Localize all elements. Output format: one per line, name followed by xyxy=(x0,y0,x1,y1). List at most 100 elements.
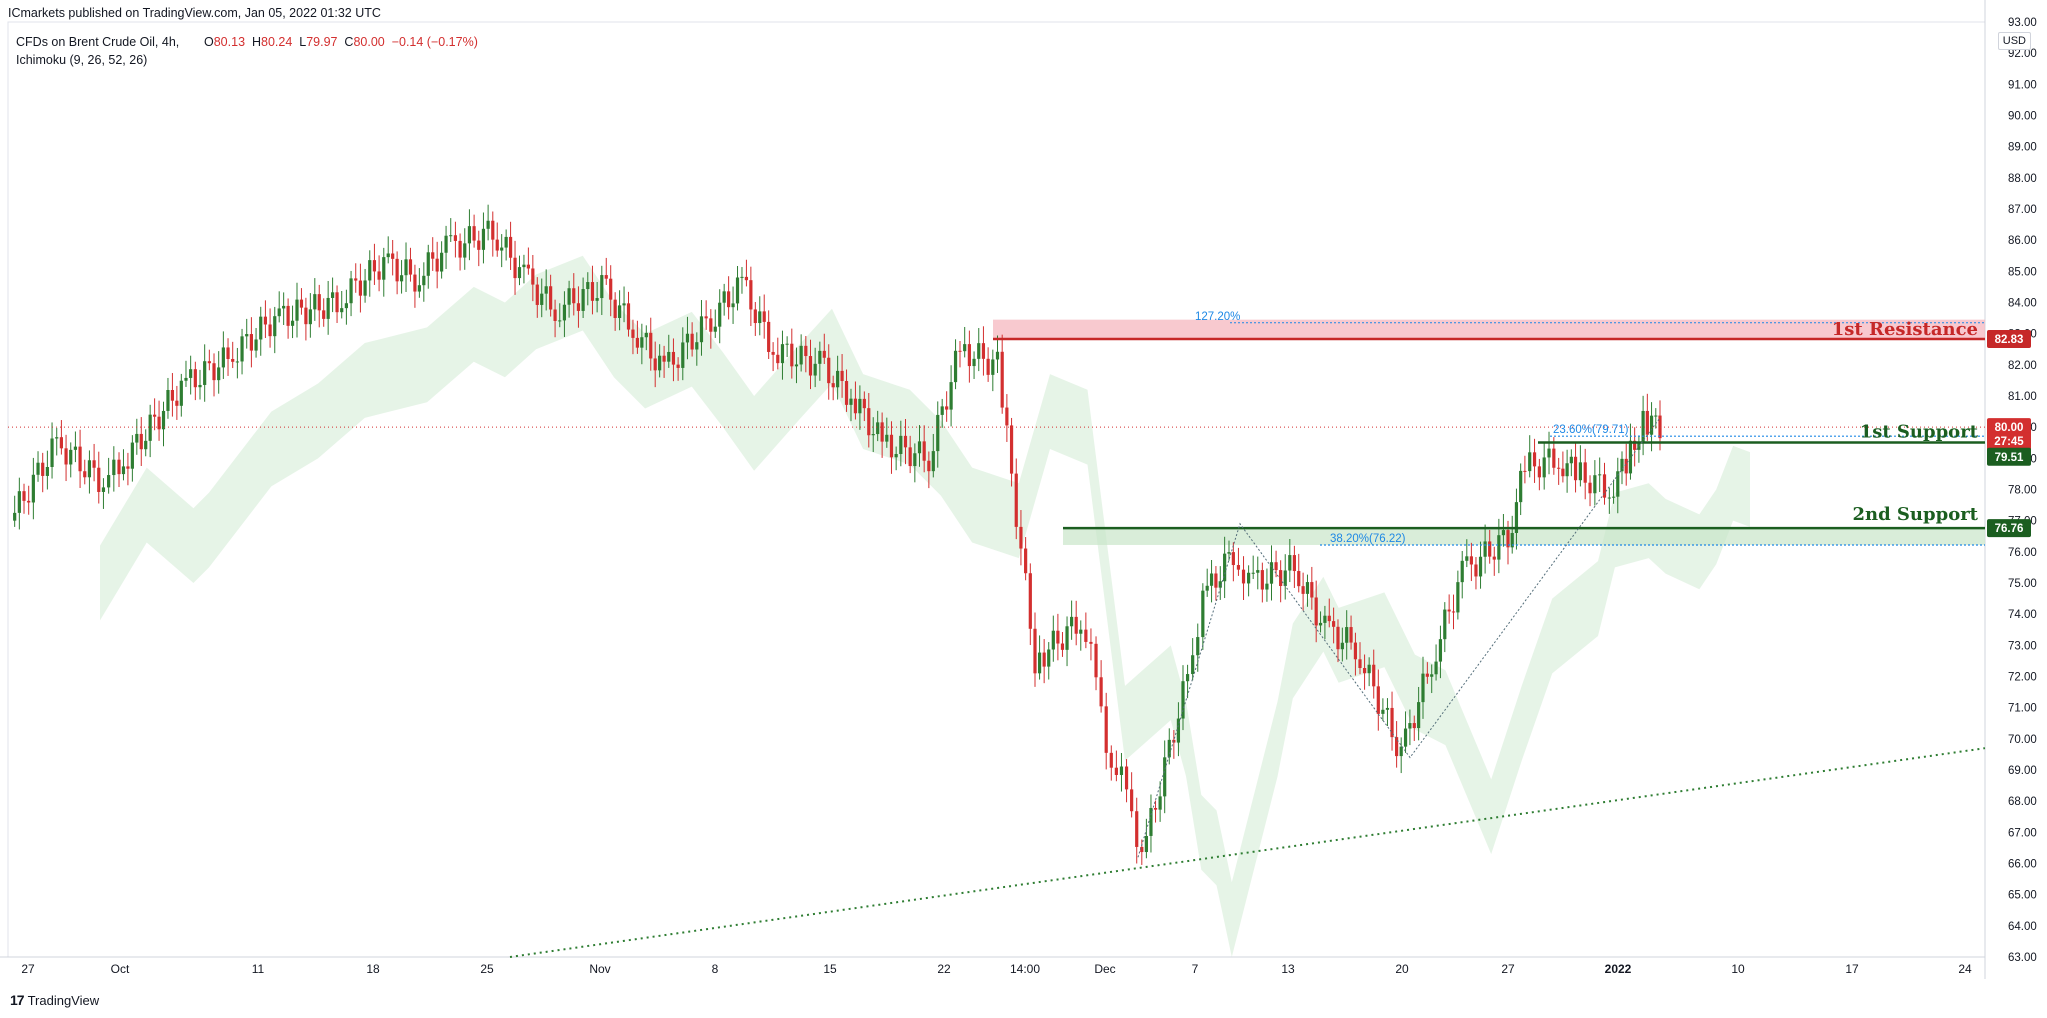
candle-body xyxy=(1514,502,1519,533)
price-tag-bg xyxy=(1987,519,2031,538)
candle-body xyxy=(144,440,148,450)
candle-body xyxy=(690,333,694,350)
indicator-label[interactable]: Ichimoku (9, 26, 52, 26) xyxy=(16,53,148,67)
candle-body xyxy=(1119,766,1124,775)
candle-body xyxy=(458,240,462,258)
x-axis: 27 Oct 11 18 25 Nov 8 15 22 14:00 Dec 7 13 20 27 2022 10… xyxy=(21,962,1972,976)
candle-body xyxy=(1483,541,1487,557)
candle-body xyxy=(17,491,21,513)
candle-body xyxy=(885,434,889,442)
candle-body xyxy=(808,356,813,376)
candle-body xyxy=(790,343,794,367)
candle-body xyxy=(413,274,417,292)
candle-body xyxy=(1181,681,1185,719)
candle-body xyxy=(731,303,735,308)
candle-body xyxy=(1447,609,1451,612)
candle-body xyxy=(544,286,548,294)
candle-body xyxy=(1274,562,1278,571)
candle-body xyxy=(1552,448,1556,468)
candle-body xyxy=(1510,532,1514,548)
candle-body xyxy=(903,435,908,448)
candle-body xyxy=(1241,569,1246,584)
candle-body xyxy=(69,449,73,465)
candle-body xyxy=(1292,555,1296,572)
candle-body xyxy=(1598,474,1602,476)
candle-body xyxy=(622,303,626,306)
x-tick-label: 27 xyxy=(21,962,35,976)
candle-body xyxy=(299,299,304,308)
candle-body xyxy=(1395,737,1399,757)
candle-body xyxy=(1218,581,1222,588)
candle-body xyxy=(391,253,395,259)
candle-body xyxy=(399,275,404,282)
candle-body xyxy=(1353,642,1358,660)
candle-body xyxy=(426,252,430,276)
candle-body xyxy=(1047,649,1051,667)
candle-body xyxy=(83,471,87,478)
candle-body xyxy=(813,363,817,376)
candle-body xyxy=(153,414,157,417)
candle-body xyxy=(958,350,962,352)
x-tick-label: 22 xyxy=(937,962,951,976)
change-value: −0.14 (−0.17%) xyxy=(391,35,478,49)
candle-body xyxy=(1191,655,1195,675)
candle-body xyxy=(1362,668,1367,674)
symbol-title[interactable]: CFDs on Brent Crude Oil, 4h, xyxy=(16,35,180,49)
y-tick-label: 78.00 xyxy=(2008,485,2037,497)
candle-body xyxy=(1616,471,1620,497)
candle-body xyxy=(567,288,571,305)
candle-body xyxy=(1042,652,1046,667)
y-tick-label: 92.00 xyxy=(2008,48,2037,60)
price-tag-label: 80.00 xyxy=(1995,422,2024,434)
candle-body xyxy=(1542,457,1546,478)
candle-body xyxy=(1624,458,1628,474)
candle-body xyxy=(676,364,680,368)
candle-body xyxy=(953,350,958,383)
y-tick-label: 65.00 xyxy=(2008,890,2037,902)
candle-body xyxy=(1645,410,1649,435)
x-tick-label: 27 xyxy=(1501,962,1515,976)
y-tick-label: 74.00 xyxy=(2008,609,2037,621)
candle-body xyxy=(240,336,244,362)
candle-body xyxy=(840,370,844,382)
candle-body xyxy=(417,285,421,292)
candle-body xyxy=(126,466,130,469)
y-tick-label: 82.00 xyxy=(2008,360,2037,372)
candle-body xyxy=(899,435,903,455)
candle-body xyxy=(212,363,216,381)
candle-body xyxy=(504,236,508,248)
candle-body xyxy=(780,344,785,364)
candle-body xyxy=(1014,473,1018,527)
candle-body xyxy=(41,462,45,476)
candle-body xyxy=(613,299,617,318)
candle-body xyxy=(1578,462,1582,481)
tradingview-logo[interactable]: 17 TradingView xyxy=(10,992,99,1008)
x-tick-label: 2022 xyxy=(1605,962,1632,976)
candle-body xyxy=(1301,586,1305,594)
currency-label[interactable]: USD xyxy=(1997,32,2031,50)
candle-body xyxy=(92,460,96,468)
candle-body xyxy=(282,305,286,309)
candle-body xyxy=(749,280,753,310)
candle-body xyxy=(1465,556,1469,561)
candle-body xyxy=(776,354,780,364)
candle-body xyxy=(713,326,717,332)
candle-body xyxy=(453,235,458,241)
candle-body xyxy=(1158,796,1162,810)
candle-body xyxy=(931,451,935,472)
candle-body xyxy=(1358,659,1362,669)
candle-body xyxy=(631,329,635,338)
candle-body xyxy=(1474,564,1478,577)
open-value: 80.13 xyxy=(213,35,246,49)
candle-body xyxy=(867,408,871,436)
y-tick-label: 64.00 xyxy=(2008,921,2037,933)
candle-body xyxy=(189,369,193,378)
candle-body xyxy=(1607,497,1611,499)
candle-body xyxy=(735,277,740,304)
candle-body xyxy=(822,350,826,358)
candle-body xyxy=(130,442,134,469)
candle-body xyxy=(1051,630,1055,650)
candle-body xyxy=(1345,627,1349,643)
candle-body xyxy=(1523,470,1527,472)
